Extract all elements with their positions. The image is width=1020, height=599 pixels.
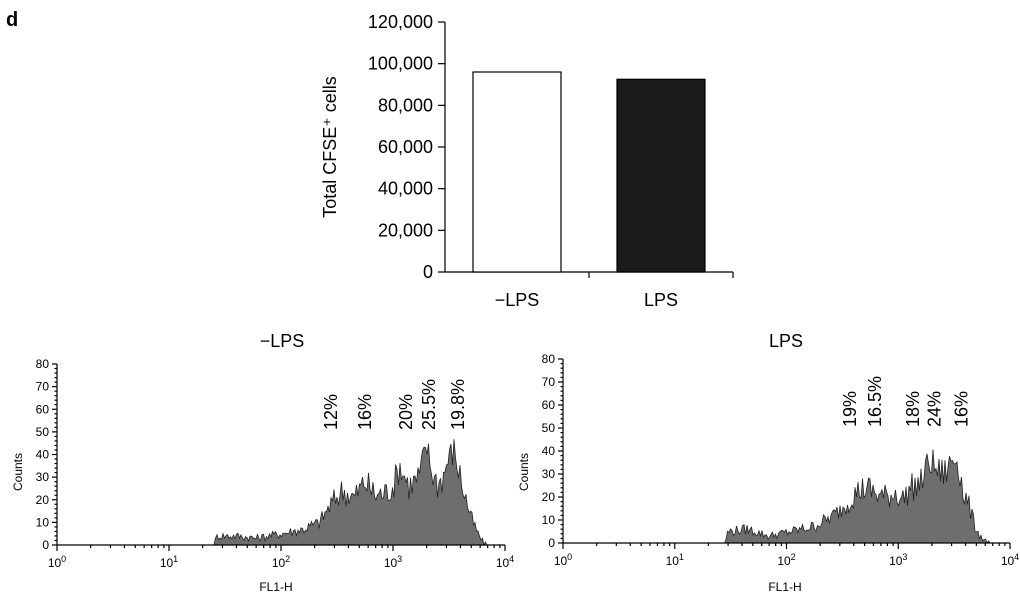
histogram-minus-lps: −LPS Counts FL1-H 0 10 20 30 40 50 60 70 80 100 10… — [11, 331, 514, 594]
hist-x-tick-label: 104 — [1001, 552, 1019, 568]
hist-percentage-label: 16% — [952, 391, 972, 427]
bar-y-tick-label: 80,000 — [378, 95, 433, 115]
hist-y-tick-label: 20 — [36, 493, 50, 507]
bar-y-tick-label: 120,000 — [368, 12, 433, 32]
hist-percentage-label: 16% — [355, 394, 375, 430]
hist-y-tick-label: 10 — [542, 513, 556, 527]
hist-percentage-label: 24% — [924, 391, 944, 427]
bar — [616, 78, 706, 273]
hist-y-tick-label: 70 — [36, 380, 50, 394]
hist-x-tick-label: 101 — [666, 552, 684, 568]
hist-lps-title: LPS — [769, 331, 803, 351]
hist-y-tick-label: 40 — [542, 444, 556, 458]
hist-y-tick-label: 80 — [542, 352, 556, 366]
hist-minus-lps-y-axis-label: Counts — [11, 453, 25, 491]
histogram-fill — [564, 449, 1010, 544]
hist-y-tick-label: 20 — [542, 490, 556, 504]
hist-percentage-label: 25.5% — [419, 379, 439, 430]
hist-percentage-label: 18% — [903, 391, 923, 427]
hist-percentage-label: 19% — [840, 391, 860, 427]
hist-y-tick-label: 0 — [42, 538, 49, 552]
bar-y-axis-label: Total CFSE⁺ cells — [320, 76, 340, 218]
hist-percentage-label: 20% — [396, 394, 416, 430]
hist-x-tick-label: 104 — [496, 554, 514, 570]
hist-y-tick-label: 0 — [548, 536, 555, 550]
hist-y-tick-label: 30 — [36, 470, 50, 484]
hist-y-tick-label: 70 — [542, 375, 556, 389]
bar-chart: 0 20,000 40,000 60,000 80,000 100,000 120,000 −… — [320, 12, 734, 310]
hist-y-tick-label: 10 — [36, 515, 50, 529]
hist-y-tick-label: 60 — [36, 402, 50, 416]
hist-percentage-label: 16.5% — [865, 376, 885, 427]
hist-y-tick-label: 50 — [36, 425, 50, 439]
hist-y-tick-label: 80 — [36, 357, 50, 371]
bar-y-tick-label: 40,000 — [378, 179, 433, 199]
hist-percentage-label: 12% — [321, 394, 341, 430]
bar-y-tick-label: 60,000 — [378, 137, 433, 157]
hist-y-tick-label: 30 — [542, 467, 556, 481]
bar-y-tick-label: 20,000 — [378, 220, 433, 240]
hist-x-tick-label: 103 — [889, 552, 907, 568]
bar — [472, 71, 562, 273]
hist-minus-lps-title: −LPS — [260, 331, 305, 351]
histogram-fill — [58, 439, 505, 546]
hist-lps-y-axis-label: Counts — [517, 453, 531, 491]
hist-x-tick-label: 100 — [48, 554, 66, 570]
hist-x-tick-label: 100 — [554, 552, 572, 568]
hist-y-tick-label: 40 — [36, 448, 50, 462]
bar-y-tick-label: 0 — [423, 262, 433, 282]
bar-y-tick-label: 100,000 — [368, 54, 433, 74]
hist-y-tick-label: 60 — [542, 398, 556, 412]
hist-x-tick-label: 101 — [160, 554, 178, 570]
hist-x-tick-label: 103 — [384, 554, 402, 570]
bar-category-label: −LPS — [495, 290, 540, 310]
hist-percentage-label: 19.8% — [448, 379, 468, 430]
bar-category-label: LPS — [644, 290, 678, 310]
hist-x-tick-label: 102 — [272, 554, 290, 570]
panel-letter: d — [6, 9, 18, 31]
histogram-lps: LPS Counts FL1-H 0 10 20 30 40 50 60 70 80 100 101… — [517, 331, 1019, 594]
hist-y-tick-label: 50 — [542, 421, 556, 435]
hist-x-tick-label: 102 — [777, 552, 795, 568]
hist-minus-lps-x-axis-label: FL1-H — [259, 580, 292, 594]
hist-lps-x-axis-label: FL1-H — [768, 580, 801, 594]
